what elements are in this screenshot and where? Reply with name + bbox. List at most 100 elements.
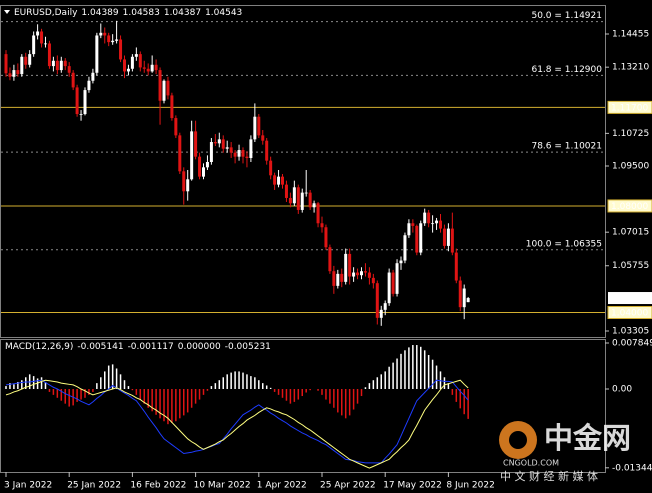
candle-body [16, 70, 20, 75]
histogram-bar [254, 377, 256, 390]
y-tick-label: 1.14455 [612, 30, 649, 40]
candle-body [336, 273, 340, 286]
x-tick-label: 25 Apr 2022 [320, 481, 376, 491]
y-tick-label: 1.10725 [612, 129, 649, 139]
candle-body [395, 263, 399, 294]
candle-body [284, 184, 288, 198]
candle-body [8, 73, 12, 77]
header-value: 1.04387 [164, 8, 201, 18]
candle-body [462, 288, 466, 308]
histogram-bar [293, 389, 296, 402]
histogram-bar [84, 389, 86, 398]
candle-body [446, 228, 450, 246]
histogram-bar [384, 371, 386, 390]
histogram-bar [463, 389, 465, 415]
macd-line [5, 379, 469, 469]
histogram-bar [76, 389, 78, 402]
histogram-bar [341, 389, 343, 416]
macd-line [5, 379, 469, 464]
header-value: 0.000000 [178, 342, 221, 352]
histogram-bar [52, 389, 55, 395]
histogram-bar [420, 346, 422, 390]
histogram-bar [400, 353, 402, 390]
candle-body [79, 114, 83, 115]
histogram-bar [17, 381, 19, 390]
x-tick-label: 10 Mar 2022 [194, 481, 251, 491]
candle-body [190, 131, 194, 180]
candle-body [363, 271, 367, 273]
histogram-bar [163, 389, 165, 422]
histogram-bar [269, 387, 272, 390]
candle-body [71, 72, 75, 88]
candle-body [63, 60, 67, 67]
y-tick-label: 1.13210 [612, 63, 649, 73]
candle-body [292, 187, 296, 204]
candle-body [249, 139, 253, 159]
histogram-bar [408, 347, 410, 390]
symbol-title: EURUSD,Daily [14, 8, 78, 18]
candle-body [265, 140, 269, 161]
current-price-label: 1.04543 [611, 294, 648, 304]
candle-body [59, 60, 63, 71]
histogram-bar [48, 389, 51, 392]
histogram-bar [143, 389, 145, 404]
histogram-bar [171, 389, 173, 423]
candle-body [352, 272, 356, 277]
candle-body [419, 223, 423, 253]
candle-body [403, 235, 407, 261]
candle-body [213, 142, 217, 144]
candle-body [277, 176, 281, 185]
candle-body [44, 43, 47, 45]
histogram-bar [416, 345, 418, 390]
histogram-bar [13, 384, 15, 390]
histogram-bar [372, 380, 375, 390]
histogram-bar [147, 389, 149, 408]
histogram-bar [88, 389, 90, 395]
histogram-bar [309, 389, 311, 391]
symbol-menu-arrow[interactable] [4, 10, 10, 14]
histogram-bar [40, 377, 43, 390]
histogram-bar [325, 389, 327, 400]
candle-body [75, 87, 79, 115]
histogram-bar [329, 389, 331, 404]
histogram-bar [376, 377, 379, 390]
histogram-bar [360, 389, 363, 397]
candle-body [391, 272, 395, 294]
histogram-bar [364, 387, 367, 390]
candle-body [466, 298, 470, 303]
histogram-bar [344, 389, 347, 419]
candle-body [316, 203, 320, 224]
level-label-box [607, 305, 652, 319]
candle-body [261, 135, 265, 141]
candle-body [225, 147, 229, 149]
histogram-bar [427, 355, 430, 390]
candle-body [130, 56, 134, 69]
histogram-bar [151, 389, 153, 412]
histogram-bar [194, 389, 197, 404]
histogram-bar [186, 389, 189, 413]
x-tick-label: 1 Apr 2022 [257, 481, 307, 491]
candle-body [332, 271, 336, 286]
candle-body [367, 272, 371, 278]
indicator-title: MACD(12,26,9) [5, 342, 73, 352]
histogram-bar [467, 389, 469, 419]
candle-body [348, 253, 352, 277]
candle-body [186, 179, 190, 192]
histogram-bar [301, 389, 303, 397]
histogram-bar [155, 389, 157, 415]
histogram-bar [305, 389, 307, 393]
candle-body [288, 197, 292, 204]
histogram-bar [111, 364, 114, 390]
candle-body [95, 35, 99, 73]
candle-body [40, 31, 44, 44]
histogram-bar [238, 371, 240, 390]
candle-body [360, 271, 363, 276]
candle-body [67, 66, 71, 73]
fib-level-label: 78.6 = 1.10021 [531, 142, 602, 152]
histogram-bar [273, 389, 276, 392]
candle-body [442, 228, 446, 246]
candle-body [126, 68, 130, 72]
candle-body [20, 56, 24, 75]
candle-body [221, 139, 225, 149]
